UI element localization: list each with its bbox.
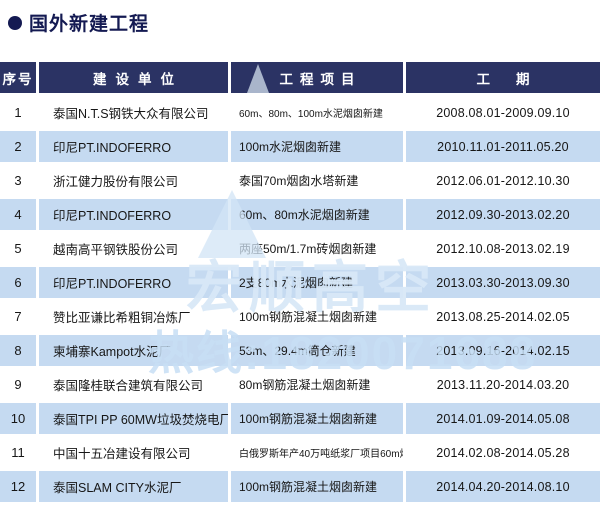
cell-period: 2012.06.01-2012.10.30 [436, 173, 570, 188]
header-project: 工程项目 [231, 62, 403, 93]
cell-no: 3 [14, 173, 22, 188]
table-row: 12 泰国SLAM CITY水泥厂 100m钢筋混凝土烟囱新建 2014.04.… [0, 471, 600, 502]
cell-no: 4 [0, 199, 36, 230]
cell-period: 2012.09.30-2013.02.20 [406, 199, 600, 230]
cell-unit: 越南高平钢铁股份公司 [53, 243, 179, 257]
cell-unit: 中国十五冶建设有限公司 [53, 447, 191, 461]
cell-project: 两座50m/1.7m砖烟囱新建 [239, 242, 377, 256]
cell-no: 11 [11, 445, 25, 460]
cell-project: 2支80m水泥烟囱新建 [231, 267, 403, 298]
cell-unit: 印尼PT.INDOFERRO [39, 199, 228, 230]
table-row: 10 泰国TPI PP 60MW垃圾焚烧电厂 100m钢筋混凝土烟囱新建 201… [0, 403, 600, 434]
cell-project: 100m钢筋混凝土烟囱新建 [231, 403, 403, 434]
cell-unit: 泰国SLAM CITY水泥厂 [39, 471, 228, 502]
cell-period: 2014.02.08-2014.05.28 [436, 445, 570, 460]
cell-project: 100m水泥烟囱新建 [231, 131, 403, 162]
cell-unit: 赞比亚谦比希粗铜冶炼厂 [53, 311, 191, 325]
table-row: 11 中国十五冶建设有限公司 白俄罗斯年产40万吨纸浆厂项目60m烟囱新建 20… [0, 437, 600, 468]
header-period: 工期 [406, 62, 600, 93]
cell-unit: 柬埔寨Kampot水泥厂 [39, 335, 228, 366]
table-row: 9 泰国隆桂联合建筑有限公司 80m钢筋混凝土烟囱新建 2013.11.20-2… [0, 369, 600, 400]
cell-period: 2013.11.20-2014.03.20 [436, 377, 570, 392]
cell-no: 1 [14, 105, 22, 120]
cell-period: 2010.11.01-2011.05.20 [406, 131, 600, 162]
cell-project: 60m、80m、100m水泥烟囱新建 [239, 109, 383, 120]
cell-period: 2014.01.09-2014.05.08 [406, 403, 600, 434]
table-header-row: 序号 建设单位 工程项目 工期 [0, 62, 600, 93]
cell-project: 泰国70m烟囱水塔新建 [239, 174, 359, 188]
cell-unit: 浙江健力股份有限公司 [53, 175, 179, 189]
cell-no: 6 [0, 267, 36, 298]
table-row: 1 泰国N.T.S钢铁大众有限公司 60m、80m、100m水泥烟囱新建 200… [0, 97, 600, 128]
cell-unit: 泰国隆桂联合建筑有限公司 [53, 379, 204, 393]
page-title: 国外新建工程 [29, 14, 150, 35]
bullet-icon [8, 15, 22, 30]
projects-table: 序号 建设单位 工程项目 工期 1 泰国N.T.S钢铁大众有限公司 60m、80… [0, 62, 600, 505]
cell-period: 2013.08.25-2014.02.05 [436, 309, 570, 324]
cell-no: 12 [0, 471, 36, 502]
cell-project: 100m钢筋混凝土烟囱新建 [239, 310, 378, 324]
cell-no: 5 [14, 241, 22, 256]
cell-unit: 印尼PT.INDOFERRO [39, 131, 228, 162]
header-unit: 建设单位 [39, 62, 228, 93]
cell-no: 2 [0, 131, 36, 162]
table-row: 8 柬埔寨Kampot水泥厂 53m、29.4m筒仓新建 2013.09.16-… [0, 335, 600, 366]
cell-period: 2013.09.16-2014.02.15 [406, 335, 600, 366]
table-row: 2 印尼PT.INDOFERRO 100m水泥烟囱新建 2010.11.01-2… [0, 131, 600, 162]
cell-unit: 泰国N.T.S钢铁大众有限公司 [53, 107, 209, 121]
page-title-row: 国外新建工程 [8, 9, 149, 36]
cell-project: 100m钢筋混凝土烟囱新建 [231, 471, 403, 502]
cell-no: 9 [14, 377, 22, 392]
cell-no: 10 [0, 403, 36, 434]
cell-project: 53m、29.4m筒仓新建 [231, 335, 403, 366]
header-no: 序号 [0, 62, 36, 93]
cell-period: 2014.04.20-2014.08.10 [406, 471, 600, 502]
table-row: 4 印尼PT.INDOFERRO 60m、80m水泥烟囱新建 2012.09.3… [0, 199, 600, 230]
cell-period: 2008.08.01-2009.09.10 [436, 105, 570, 120]
cell-no: 8 [0, 335, 36, 366]
cell-project: 80m钢筋混凝土烟囱新建 [239, 378, 371, 392]
cell-unit: 印尼PT.INDOFERRO [39, 267, 228, 298]
table-body: 1 泰国N.T.S钢铁大众有限公司 60m、80m、100m水泥烟囱新建 200… [0, 97, 600, 502]
table-row: 6 印尼PT.INDOFERRO 2支80m水泥烟囱新建 2013.03.30-… [0, 267, 600, 298]
table-row: 5 越南高平钢铁股份公司 两座50m/1.7m砖烟囱新建 2012.10.08-… [0, 233, 600, 264]
cell-unit: 泰国TPI PP 60MW垃圾焚烧电厂 [39, 403, 228, 434]
cell-period: 2012.10.08-2013.02.19 [436, 241, 570, 256]
table-row: 7 赞比亚谦比希粗铜冶炼厂 100m钢筋混凝土烟囱新建 2013.08.25-2… [0, 301, 600, 332]
table-row: 3 浙江健力股份有限公司 泰国70m烟囱水塔新建 2012.06.01-2012… [0, 165, 600, 196]
cell-project: 白俄罗斯年产40万吨纸浆厂项目60m烟囱新建 [239, 449, 403, 460]
cell-no: 7 [14, 309, 22, 324]
cell-period: 2013.03.30-2013.09.30 [406, 267, 600, 298]
cell-project: 60m、80m水泥烟囱新建 [231, 199, 403, 230]
